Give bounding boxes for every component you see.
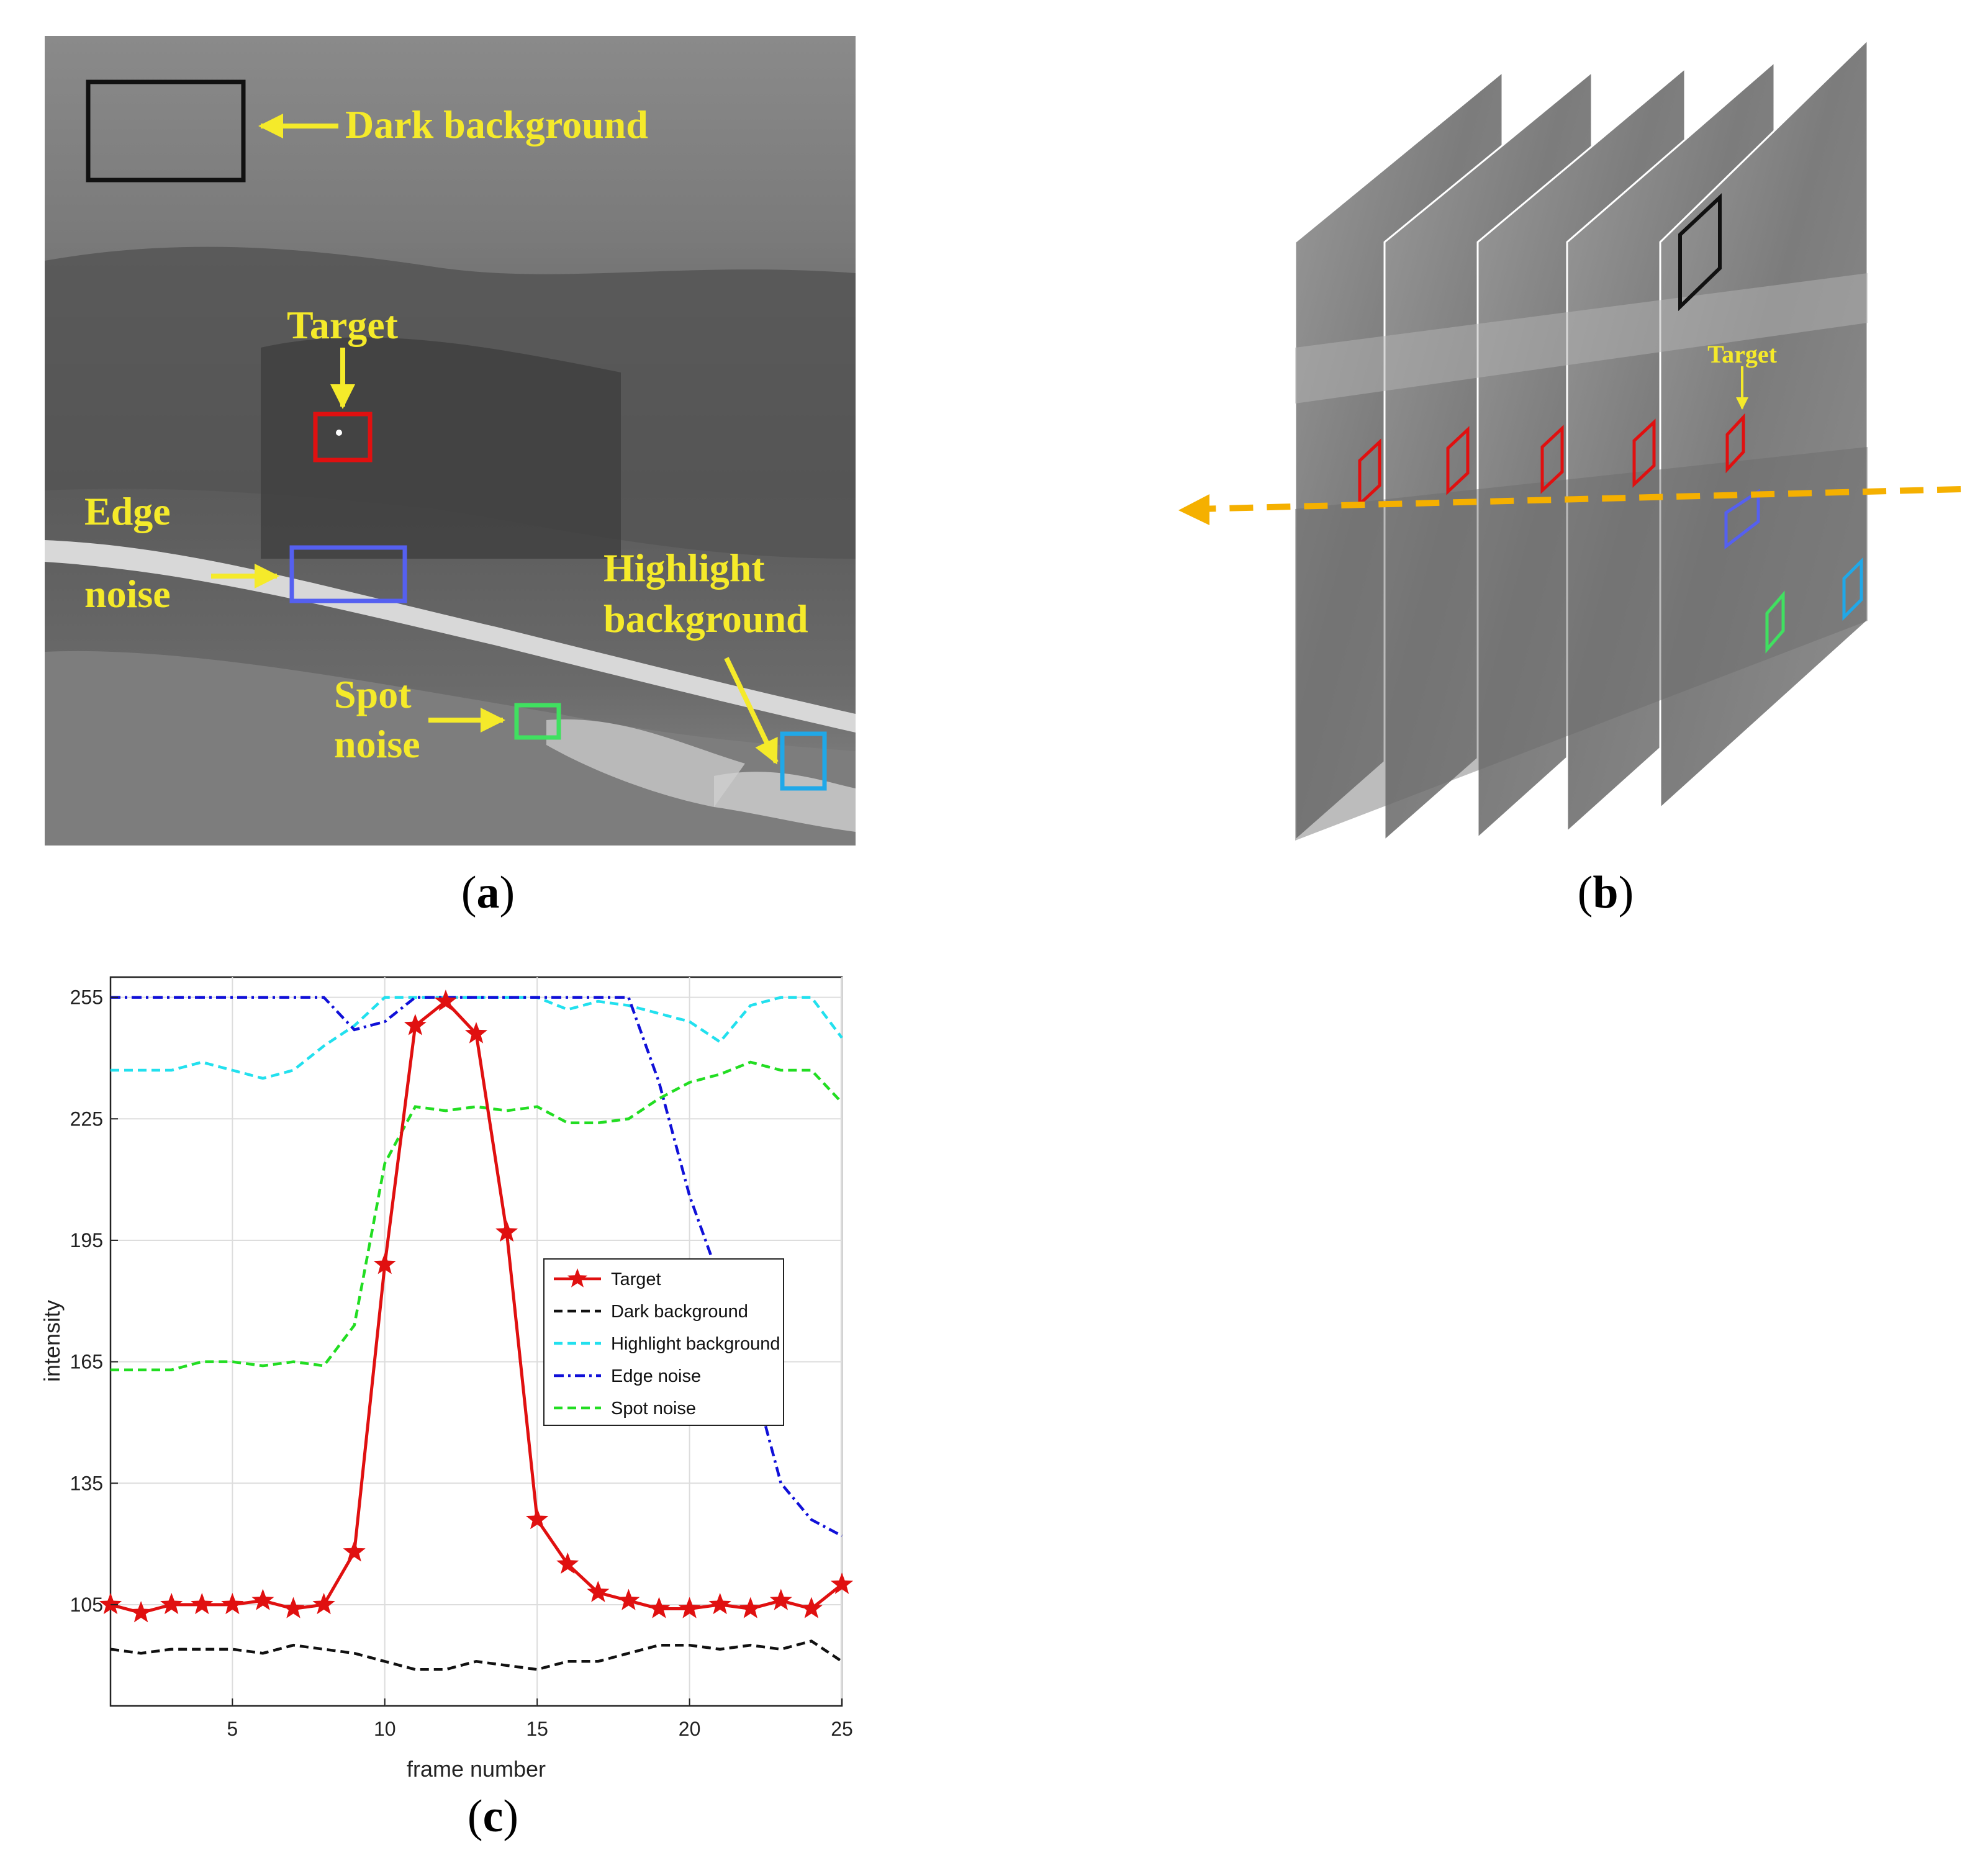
annot-spot-1: Spot: [334, 672, 412, 716]
series-line-highlight-background: [111, 996, 843, 1080]
x-axis-label: frame number: [407, 1756, 546, 1782]
arrow-highlight: [724, 657, 779, 765]
y-tick-label: 255: [70, 986, 103, 1009]
y-axis-label: intensity: [39, 1300, 65, 1382]
annot-highlight-1: Highlight: [603, 546, 765, 590]
dark-background-box: [86, 79, 246, 183]
frame-road-band: [1295, 273, 1868, 404]
legend: Target Dark background Highlight backgroun…: [543, 1258, 784, 1426]
frame-5: [1659, 37, 1869, 811]
y-tick-label: 135: [70, 1472, 103, 1494]
series-line-dark-background: [110, 1639, 843, 1671]
spot-noise-box: [514, 703, 561, 740]
target-point: [434, 990, 457, 1011]
target-point: [739, 1597, 762, 1618]
legend-label: Highlight background: [611, 1334, 780, 1354]
target-box-frame-5: [1725, 413, 1745, 474]
edge-noise-box-b: [1724, 489, 1760, 550]
annot-target-b: Target: [1707, 340, 1778, 368]
target-point: [800, 1597, 823, 1618]
target-point: [587, 1581, 610, 1602]
series-line-spot-noise: [111, 1060, 843, 1371]
x-tick-label: 15: [526, 1718, 548, 1740]
ground: [45, 651, 856, 846]
target-point: [99, 1592, 122, 1615]
target-point: [191, 1592, 214, 1615]
annot-spot-2: noise: [334, 722, 420, 766]
target-point: [526, 1508, 549, 1530]
highlight-background-box: [780, 731, 827, 791]
target-point: [678, 1597, 701, 1618]
target-box: [313, 412, 373, 462]
legend-label: Dark background: [611, 1302, 748, 1322]
target-point: [312, 1592, 335, 1615]
annot-dark-background: Dark background: [345, 102, 648, 147]
y-tick-label: 195: [70, 1229, 103, 1251]
y-tick-label: 105: [70, 1594, 103, 1616]
panel-a-label: (a): [461, 867, 515, 918]
spot-noise-box-b: [1765, 590, 1785, 654]
panel-c-label: (c): [468, 1791, 518, 1842]
annot-highlight-2: background: [603, 597, 808, 641]
panel-a: Dark background Target Edge noise Highli…: [45, 36, 856, 918]
target-box-frame-1: [1358, 438, 1381, 508]
target-point: [464, 1022, 488, 1044]
annot-edge-1: Edge: [84, 489, 171, 533]
y-tick-label: 165: [70, 1351, 103, 1373]
target-point: [282, 1597, 305, 1618]
x-tick-label: 5: [227, 1718, 238, 1740]
target-point: [556, 1552, 579, 1574]
ticks: 5 10 15 20 25 105 135 165 195 225 255: [70, 986, 853, 1740]
target-point: [373, 1253, 396, 1274]
time-arrow: [1198, 486, 1961, 512]
target-point: [617, 1589, 640, 1610]
target-point: [404, 1014, 427, 1035]
x-tick-label: 10: [374, 1718, 396, 1740]
y-tick-label: 225: [70, 1107, 103, 1130]
legend-label: Target: [611, 1269, 661, 1289]
target-box-frame-2: [1446, 426, 1470, 495]
target-point: [830, 1572, 854, 1594]
legend-label: Spot noise: [611, 1399, 696, 1418]
target-point: [221, 1592, 244, 1615]
target-point: [495, 1220, 518, 1242]
target-dot: [336, 430, 342, 436]
target-point: [130, 1601, 153, 1623]
x-tick-label: 20: [679, 1718, 701, 1740]
panel-c-chart: 5 10 15 20 25 105 135 165 195 225 255 frame number…: [39, 976, 854, 1842]
time-arrow-head: [1178, 494, 1209, 525]
panel-b-label: (b): [1578, 867, 1634, 918]
target-point: [648, 1597, 671, 1618]
target-point: [343, 1540, 366, 1562]
edge-noise-box: [289, 545, 407, 603]
legend-label: Edge noise: [611, 1366, 701, 1386]
legend-marker: [567, 1268, 588, 1287]
target-point: [769, 1589, 792, 1610]
highlight-box-b: [1842, 557, 1863, 621]
target-point: [251, 1589, 274, 1610]
road-highlight: [45, 540, 856, 733]
x-tick-label: 25: [831, 1718, 853, 1740]
target-point: [160, 1592, 183, 1615]
annot-edge-2: noise: [84, 572, 171, 616]
panel-b: Target (b): [1178, 37, 1961, 918]
target-box-frame-4: [1632, 418, 1656, 488]
dark-background-box-b: [1678, 193, 1722, 312]
target-point: [708, 1592, 731, 1615]
target-box-frame-3: [1540, 425, 1564, 494]
bright-patch: [546, 719, 745, 807]
annot-target: Target: [287, 303, 399, 347]
